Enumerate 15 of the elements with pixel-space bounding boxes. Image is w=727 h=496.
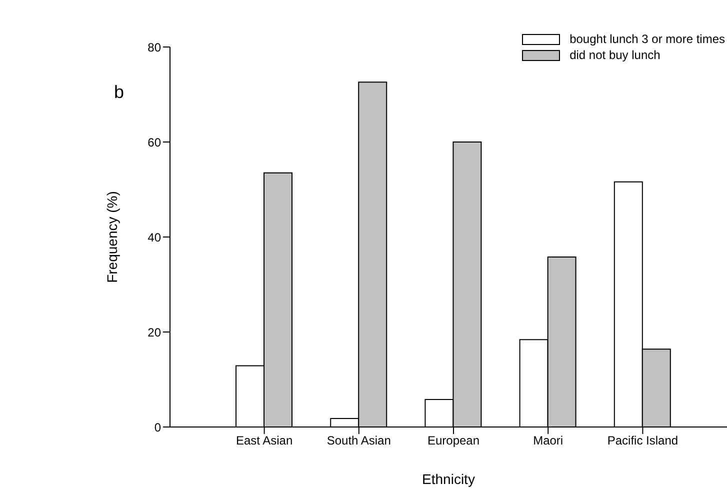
text: b	[114, 82, 124, 103]
legend-label: did not buy lunch	[570, 48, 660, 62]
x-tick-label: European	[427, 434, 480, 448]
y-tick-label: 20	[148, 325, 162, 340]
x-tick-label: South Asian	[326, 434, 391, 448]
y-tick-label: 60	[148, 135, 162, 150]
y-tick-label: 40	[148, 230, 162, 244]
x-tick-label: Pacific Island	[607, 434, 678, 448]
x-tick-label: Maori	[533, 434, 564, 448]
y-axis-title: Frequency (%)	[104, 191, 120, 283]
x-tick-label: East Asian	[236, 434, 293, 448]
legend-label: bought lunch 3 or more times	[570, 32, 725, 46]
x-axis-title: Ethnicity	[422, 471, 475, 487]
y-tick-label: 80	[148, 40, 162, 54]
y-tick-label: 0	[154, 420, 162, 434]
